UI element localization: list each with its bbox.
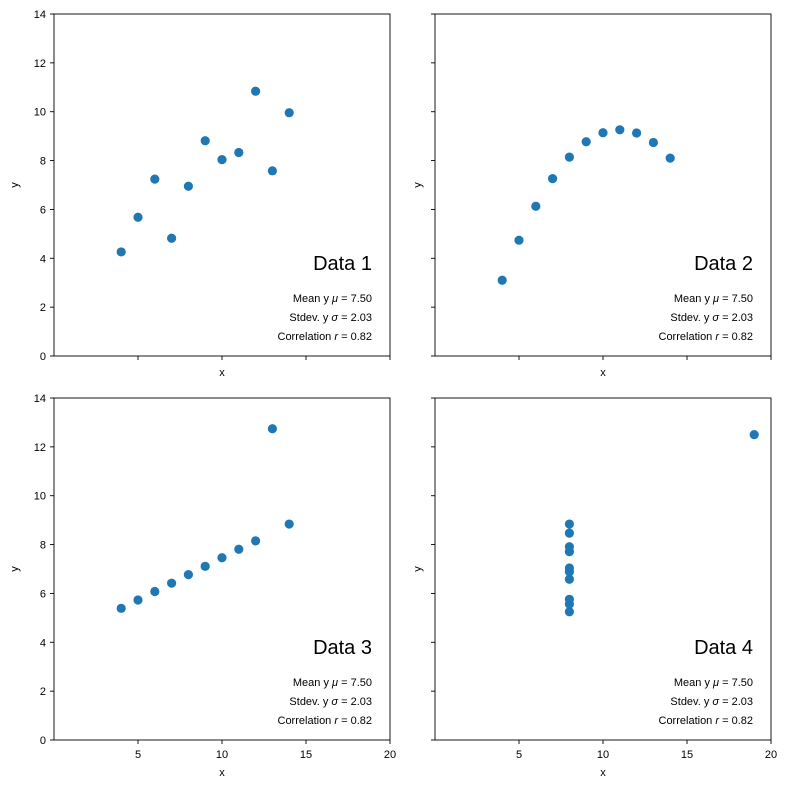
mean-stat: Mean y μ = 7.50 (293, 677, 372, 689)
correlation-stat: Correlation r = 0.82 (278, 331, 373, 343)
panel-2: x y Data 2 Mean y μ = 7.50 Stdev. y σ = 2.03… (412, 13, 772, 379)
x-tick-label: 15 (681, 749, 693, 761)
stdev-stat: Stdev. y σ = 2.03 (670, 696, 753, 708)
y-tick-label: 6 (40, 204, 46, 216)
panel-1: 0 2 4 6 8 10 12 14 x y Data 1 Mean y μ = 7.50 Stdev.… (9, 9, 391, 379)
data-point (598, 128, 608, 138)
y-tick-label: 0 (40, 735, 46, 747)
data-point (251, 86, 261, 96)
x-axis-label: x (219, 367, 225, 379)
mean-stat: Mean y μ = 7.50 (674, 677, 753, 689)
data-point (200, 136, 210, 146)
x-axis-label: x (600, 767, 606, 779)
panel-title: Data 1 (313, 253, 372, 275)
y-tick-label: 14 (34, 9, 46, 21)
data-point (548, 174, 558, 184)
data-point (514, 235, 524, 245)
data-point (150, 174, 160, 184)
correlation-stat: Correlation r = 0.82 (659, 715, 754, 727)
data-point (133, 595, 143, 605)
mean-stat: Mean y μ = 7.50 (293, 293, 372, 305)
x-tick-label: 20 (384, 749, 396, 761)
data-point (200, 561, 210, 571)
data-point (665, 153, 675, 163)
panel-4: 5 10 15 20 x y Data 4 Mean y μ = 7.50 Stdev. y σ… (412, 397, 777, 779)
data-point (116, 603, 126, 613)
data-point (167, 233, 177, 243)
data-point (133, 212, 143, 222)
stdev-stat: Stdev. y σ = 2.03 (670, 312, 753, 324)
data-point (167, 578, 177, 588)
y-tick-label: 10 (34, 491, 46, 503)
data-point (564, 152, 575, 162)
y-tick-label: 6 (40, 588, 46, 600)
x-tick-label: 20 (765, 749, 777, 761)
y-tick-label: 12 (34, 58, 46, 70)
panel-3: 0 2 4 6 8 10 12 14 5 10 15 20 x y Data 3 Mean y μ = 7.5… (9, 393, 396, 779)
y-tick-label: 4 (40, 253, 46, 265)
data-point (183, 181, 193, 191)
data-point (564, 542, 575, 552)
data-point (648, 137, 659, 148)
data-point (234, 147, 244, 158)
data-point (284, 108, 294, 118)
data-point (251, 536, 261, 546)
y-axis-label: y (412, 566, 424, 572)
y-axis-label: y (9, 566, 21, 572)
x-tick-label: 10 (216, 749, 228, 761)
data-point (749, 430, 759, 440)
x-tick-label: 10 (597, 749, 609, 761)
data-point (284, 519, 294, 529)
y-axis-label: y (9, 182, 21, 188)
data-point (116, 247, 126, 257)
y-tick-label: 12 (34, 442, 46, 454)
data-point (564, 574, 575, 584)
stdev-stat: Stdev. y σ = 2.03 (289, 312, 372, 324)
data-point (564, 599, 575, 609)
data-point (234, 544, 244, 554)
panel-title: Data 4 (694, 637, 753, 659)
panel-title: Data 2 (694, 253, 753, 275)
data-point (531, 201, 541, 211)
stdev-stat: Stdev. y σ = 2.03 (289, 696, 372, 708)
data-point (564, 519, 575, 529)
data-point (632, 128, 642, 138)
data-point (615, 125, 625, 135)
x-axis-label: x (219, 767, 225, 779)
y-tick-label: 4 (40, 637, 46, 649)
x-axis-label: x (600, 367, 606, 379)
y-tick-label: 2 (40, 302, 46, 314)
correlation-stat: Correlation r = 0.82 (278, 715, 373, 727)
data-point (267, 166, 277, 176)
y-tick-label: 10 (34, 107, 46, 119)
data-point (217, 553, 227, 563)
mean-stat: Mean y μ = 7.50 (674, 293, 753, 305)
data-point (183, 570, 193, 580)
data-point (564, 567, 575, 577)
panel-title: Data 3 (313, 637, 372, 659)
data-point (267, 424, 277, 434)
x-tick-label: 5 (135, 749, 141, 761)
y-tick-label: 2 (40, 686, 46, 698)
data-point (564, 607, 575, 617)
data-point (150, 586, 160, 597)
x-tick-label: 15 (300, 749, 312, 761)
data-point (217, 154, 227, 165)
x-tick-label: 5 (516, 749, 522, 761)
y-axis-label: y (412, 182, 424, 188)
data-point (564, 528, 575, 538)
y-tick-label: 8 (40, 540, 46, 552)
data-point (581, 137, 591, 147)
y-tick-label: 8 (40, 156, 46, 168)
correlation-stat: Correlation r = 0.82 (659, 331, 754, 343)
y-tick-label: 0 (40, 351, 46, 363)
y-tick-label: 14 (34, 393, 46, 405)
data-point (497, 275, 507, 285)
